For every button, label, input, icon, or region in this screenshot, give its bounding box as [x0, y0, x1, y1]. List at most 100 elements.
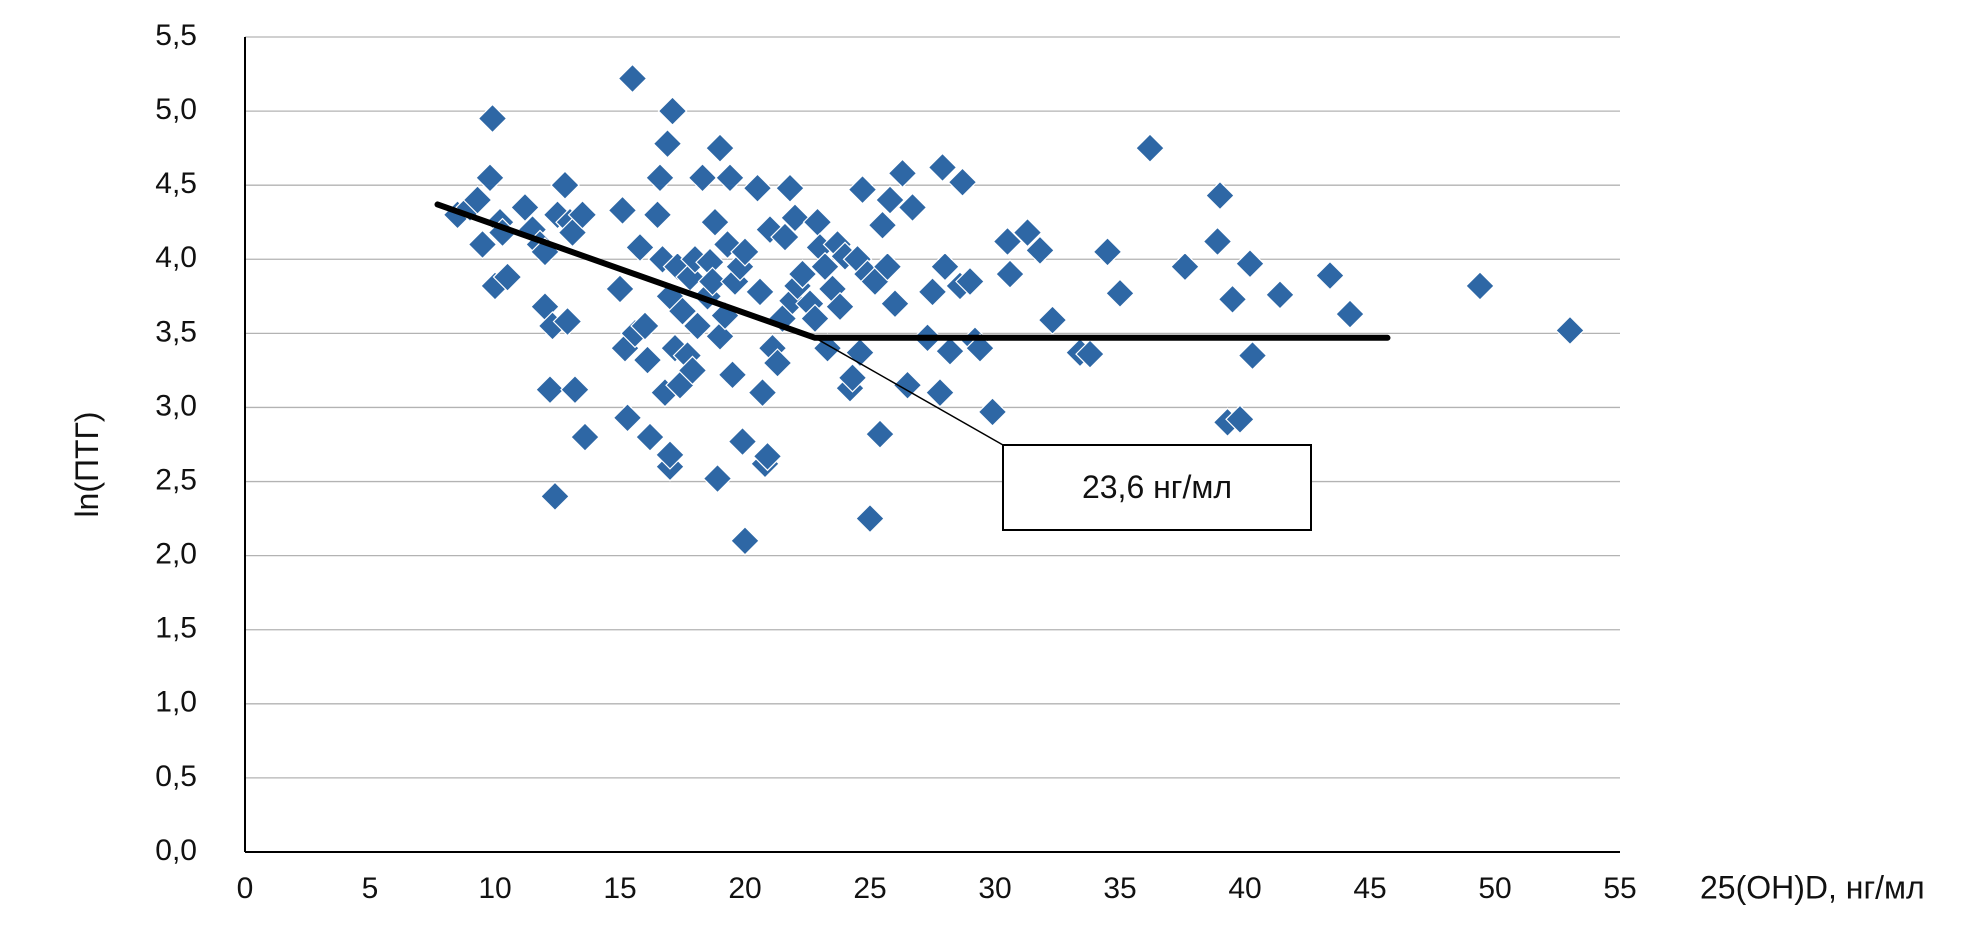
data-point: [607, 195, 638, 226]
data-point: [1465, 271, 1495, 301]
data-point: [712, 229, 743, 260]
data-point: [570, 422, 600, 452]
annotation-leader-line: [814, 337, 1004, 446]
data-point: [625, 232, 655, 263]
data-point: [717, 360, 748, 390]
data-point: [855, 503, 885, 534]
data-point: [897, 192, 928, 223]
data-point: [467, 229, 498, 260]
y-tick-label: 3,5: [155, 315, 197, 348]
data-point: [800, 303, 830, 334]
data-point: [825, 291, 855, 322]
y-tick-label: 1,5: [155, 612, 197, 645]
data-point: [965, 333, 995, 364]
data-point: [462, 185, 493, 215]
annotation-box: [1002, 444, 1312, 531]
data-point: [715, 162, 745, 193]
data-point: [1335, 299, 1365, 329]
data-point: [475, 162, 505, 193]
data-point: [1105, 278, 1135, 309]
x-tick-label: 35: [1103, 872, 1136, 905]
data-point: [560, 374, 590, 405]
data-point: [1135, 133, 1165, 163]
data-point: [770, 222, 800, 252]
data-point: [927, 152, 958, 183]
data-point: [995, 259, 1025, 289]
data-point: [652, 128, 683, 159]
data-point: [917, 277, 948, 307]
data-point: [477, 103, 508, 134]
data-point: [775, 173, 805, 203]
data-point: [730, 525, 760, 556]
data-point: [1092, 237, 1123, 267]
data-point: [1205, 180, 1235, 211]
data-point: [810, 251, 840, 282]
data-point: [1237, 340, 1268, 371]
y-axis-title: ln(ПТГ): [69, 411, 105, 517]
data-point: [1202, 226, 1233, 257]
data-point: [1555, 315, 1585, 346]
data-point: [742, 173, 773, 203]
data-point: [847, 174, 878, 205]
data-point: [955, 266, 985, 297]
data-point: [837, 362, 868, 393]
data-point: [1217, 284, 1248, 315]
y-tick-label: 0,0: [155, 834, 197, 867]
data-point: [705, 133, 735, 163]
data-point: [992, 226, 1023, 257]
data-point: [802, 207, 833, 238]
data-point: [657, 96, 688, 126]
x-tick-label: 25: [853, 872, 886, 905]
x-tick-label: 20: [728, 872, 761, 905]
data-point: [925, 377, 955, 408]
data-point: [1235, 248, 1265, 279]
data-point: [1225, 404, 1255, 435]
data-point: [700, 207, 730, 238]
y-tick-labels: 0,0 0,5 1,0 1,5 2,0 2,5 3,0 3,5 4,0 4,5 5,0 5,5: [155, 19, 197, 867]
data-point: [635, 422, 665, 452]
data-point: [1012, 217, 1043, 248]
data-point: [762, 348, 793, 378]
x-tick-labels: 0 5 10 15 20 25 30 35 40 45 50 55: [237, 872, 1637, 905]
data-point: [682, 311, 713, 341]
y-tick-label: 4,5: [155, 167, 197, 200]
data-point: [677, 355, 708, 386]
x-tick-label: 0: [237, 872, 254, 905]
data-point: [1170, 251, 1200, 282]
data-point: [645, 162, 675, 193]
data-point: [875, 185, 905, 215]
x-tick-label: 55: [1603, 872, 1636, 905]
data-point: [697, 266, 728, 297]
data-point: [845, 337, 875, 368]
data-point: [752, 441, 783, 472]
data-point: [935, 336, 965, 366]
y-tick-label: 1,0: [155, 686, 197, 719]
y-tick-label: 5,5: [155, 19, 197, 52]
data-point: [1025, 235, 1055, 266]
data-point: [887, 158, 918, 189]
y-tick-label: 3,0: [155, 389, 197, 422]
data-point: [630, 311, 660, 341]
data-point: [880, 288, 910, 319]
x-tick-label: 50: [1478, 872, 1511, 905]
data-point: [787, 259, 818, 289]
data-point: [667, 296, 698, 326]
data-point: [605, 274, 635, 304]
data-point: [867, 210, 898, 241]
data-point: [727, 426, 758, 457]
data-point: [552, 306, 583, 337]
data-point: [655, 440, 685, 470]
data-point: [1037, 305, 1068, 335]
data-point: [540, 481, 570, 512]
x-tick-label: 15: [603, 872, 636, 905]
x-tick-label: 10: [478, 872, 511, 905]
data-point: [617, 63, 648, 94]
data-point: [642, 199, 673, 230]
x-tick-label: 5: [362, 872, 379, 905]
y-tick-label: 2,0: [155, 538, 197, 571]
y-tick-label: 4,0: [155, 241, 197, 274]
data-point: [745, 277, 775, 307]
data-point: [612, 402, 643, 433]
y-tick-label: 0,5: [155, 760, 197, 793]
data-point: [947, 167, 978, 198]
